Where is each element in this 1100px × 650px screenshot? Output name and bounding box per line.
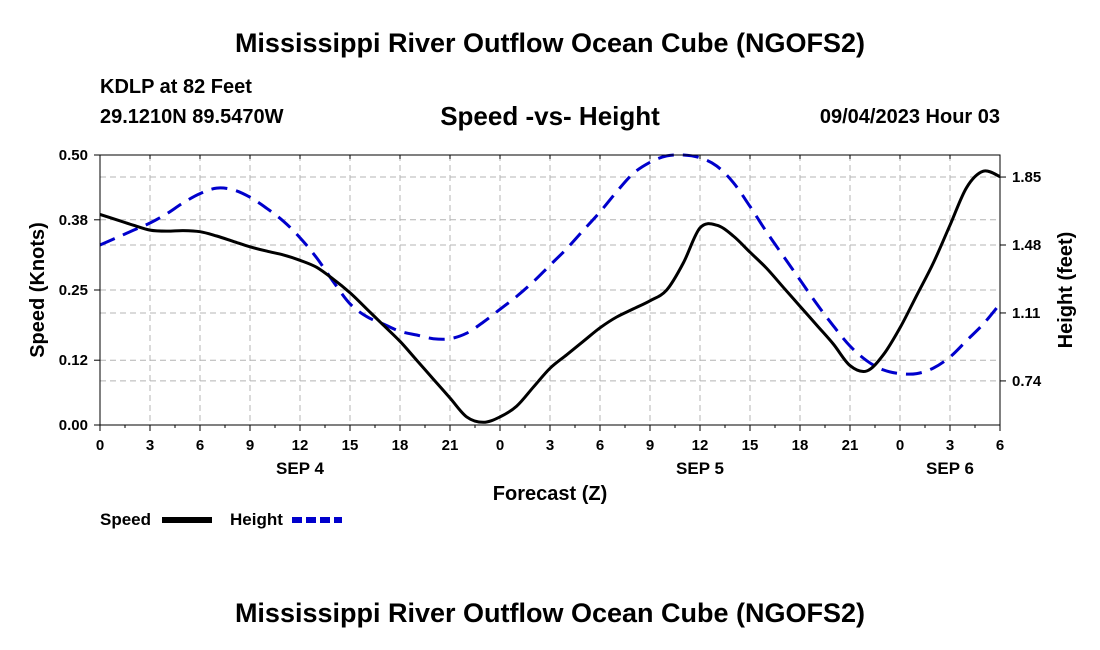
x-tick-label: 3 <box>946 437 954 454</box>
x-tick-label: 6 <box>196 437 204 454</box>
y-tick-label: 0.25 <box>59 282 88 299</box>
y-tick-label: 0.00 <box>59 417 88 434</box>
y2-tick-label: 1.11 <box>1012 305 1040 322</box>
legend: Speed Height <box>100 510 342 529</box>
grid-lines <box>99 154 1001 426</box>
x-tick-label: 15 <box>742 437 759 454</box>
y-axis-label: Speed (Knots) <box>27 222 49 358</box>
x-tick-label: 18 <box>392 437 409 454</box>
x-tick-label: 12 <box>692 437 709 454</box>
x-tick-label: 6 <box>996 437 1004 454</box>
x-tick-label: 0 <box>896 437 904 454</box>
x-tick-label: 15 <box>342 437 359 454</box>
speed-series-line <box>99 169 1001 424</box>
forecast-datetime: 09/04/2023 Hour 03 <box>819 106 1000 128</box>
axes: 0 3 6 9 12 15 18 21 0 3 6 9 12 15 18 21 0 3 6 SEP 4 SEP 5 SEP… <box>59 147 1042 478</box>
x-tick-label: 0 <box>96 437 104 454</box>
x-tick-label: 12 <box>292 437 309 454</box>
station-label: KDLP at 82 Feet <box>100 76 252 98</box>
y-tick-label: 0.38 <box>59 212 88 229</box>
station-coordinates: 29.1210N 89.5470W <box>100 106 284 128</box>
x-tick-label: 3 <box>546 437 554 454</box>
chart-subtitle: Speed -vs- Height <box>440 101 660 131</box>
y-tick-label: 0.50 <box>59 147 88 164</box>
legend-speed-label: Speed <box>100 510 151 529</box>
x-tick-label: 9 <box>246 437 254 454</box>
x-tick-label: 6 <box>596 437 604 454</box>
height-series-line <box>99 153 1002 376</box>
y2-tick-label: 0.74 <box>1012 373 1042 390</box>
date-label: SEP 6 <box>926 459 974 478</box>
date-label: SEP 4 <box>276 459 324 478</box>
x-tick-label: 21 <box>442 437 459 454</box>
x-tick-label: 21 <box>842 437 859 454</box>
x-tick-label: 0 <box>496 437 504 454</box>
chart-main-title: Mississippi River Outflow Ocean Cube (NG… <box>234 28 866 58</box>
x-axis-label: Forecast (Z) <box>493 483 607 505</box>
x-tick-label: 18 <box>792 437 809 454</box>
y2-axis-label: Height (feet) <box>1055 232 1077 349</box>
y2-tick-label: 1.85 <box>1012 169 1041 186</box>
footer-title: Mississippi River Outflow Ocean Cube (NG… <box>234 598 866 628</box>
date-label: SEP 5 <box>676 459 724 478</box>
y2-tick-label: 1.48 <box>1012 237 1041 254</box>
x-tick-label: 9 <box>646 437 654 454</box>
x-tick-label: 3 <box>146 437 154 454</box>
y-tick-label: 0.12 <box>59 352 88 369</box>
series-lines <box>99 153 1002 424</box>
legend-height-label: Height <box>230 510 283 529</box>
